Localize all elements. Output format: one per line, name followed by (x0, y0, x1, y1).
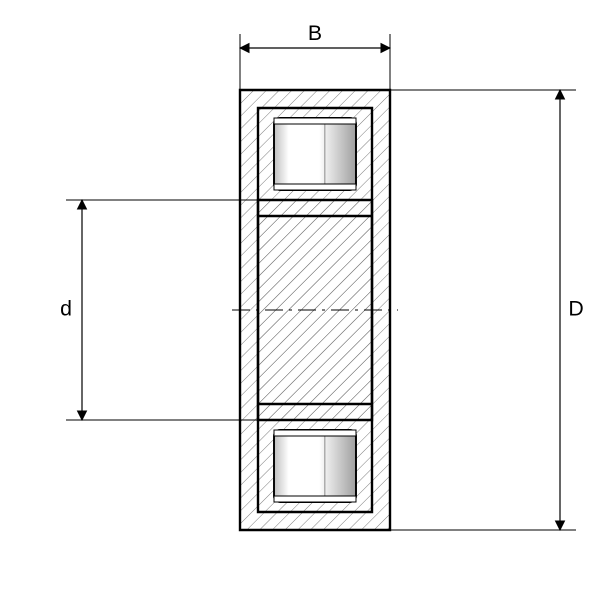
dimension-d-inner: d (60, 200, 258, 420)
dimension-b-label: B (308, 21, 322, 45)
dimension-d-inner-label: d (60, 297, 72, 321)
dimension-d-outer: D (390, 90, 584, 530)
roller-bottom (274, 430, 356, 502)
dimension-d-outer-label: D (568, 297, 583, 321)
roller-top (274, 118, 356, 190)
bearing-cross-section-diagram: B D d (0, 0, 600, 600)
dimension-b: B (240, 21, 390, 90)
